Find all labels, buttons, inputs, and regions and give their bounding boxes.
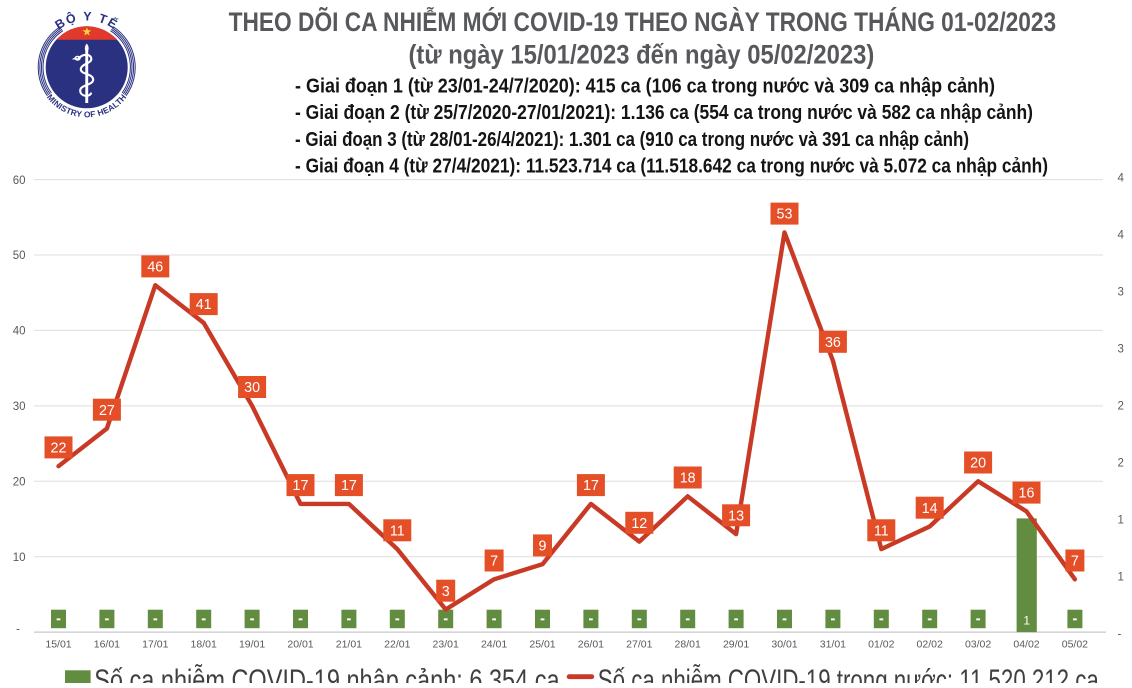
svg-text:7: 7 xyxy=(490,554,498,570)
svg-text:(từ ngày 15/01/2023 đến ngày 0: (từ ngày 15/01/2023 đến ngày 05/02/2023) xyxy=(409,40,875,70)
svg-text:46: 46 xyxy=(147,260,163,276)
svg-text:- Giai đoạn 2 (từ 25/7/2020-27: - Giai đoạn 2 (từ 25/7/2020-27/01/2021):… xyxy=(295,102,1033,124)
svg-text:23/01: 23/01 xyxy=(433,638,459,650)
svg-text:11: 11 xyxy=(874,523,889,539)
svg-text:25/01: 25/01 xyxy=(529,638,555,650)
svg-text:30: 30 xyxy=(244,380,260,396)
svg-text:28/01: 28/01 xyxy=(675,638,701,650)
svg-text:9: 9 xyxy=(539,539,547,555)
svg-text:3: 3 xyxy=(1118,344,1124,356)
svg-text:60: 60 xyxy=(13,175,26,187)
svg-text:05/02: 05/02 xyxy=(1062,638,1088,650)
svg-text:7: 7 xyxy=(1071,554,1079,570)
svg-text:2: 2 xyxy=(1118,401,1124,413)
svg-text:03/02: 03/02 xyxy=(965,638,991,650)
svg-text:- Giai đoạn 4 (từ 27/4/2021):: - Giai đoạn 4 (từ 27/4/2021): 11.523.714… xyxy=(295,156,1048,178)
svg-text:10: 10 xyxy=(13,552,26,564)
svg-text:20/01: 20/01 xyxy=(287,638,313,650)
svg-text:30/01: 30/01 xyxy=(771,638,797,650)
svg-text:22/01: 22/01 xyxy=(384,638,410,650)
svg-text:3: 3 xyxy=(442,584,450,600)
svg-text:27/01: 27/01 xyxy=(626,638,652,650)
svg-text:01/02: 01/02 xyxy=(868,638,894,650)
svg-text:17/01: 17/01 xyxy=(142,638,168,650)
svg-text:19/01: 19/01 xyxy=(239,638,265,650)
svg-text:21/01: 21/01 xyxy=(336,638,362,650)
svg-text:30: 30 xyxy=(13,401,26,413)
svg-text:Số ca nhiễm COVID-19 trong nướ: Số ca nhiễm COVID-19 trong nước: 11.520.… xyxy=(598,664,1099,683)
svg-text:02/02: 02/02 xyxy=(917,638,943,650)
svg-text:27: 27 xyxy=(99,403,115,419)
svg-text:THEO DÕI CA NHIỄM MỚI COVID-19: THEO DÕI CA NHIỄM MỚI COVID-19 THEO NGÀY… xyxy=(229,6,1057,37)
svg-text:11: 11 xyxy=(390,523,405,539)
svg-text:16/01: 16/01 xyxy=(94,638,120,650)
svg-text:1: 1 xyxy=(1023,614,1030,628)
svg-text:14: 14 xyxy=(922,501,938,517)
svg-text:22: 22 xyxy=(51,441,67,457)
svg-text:2: 2 xyxy=(1118,458,1124,470)
svg-text:- Giai đoạn 1 (từ 23/01-24/7/2: - Giai đoạn 1 (từ 23/01-24/7/2020): 415 … xyxy=(295,76,995,98)
svg-text:4: 4 xyxy=(1118,173,1125,185)
svg-text:15/01: 15/01 xyxy=(45,638,71,650)
svg-text:41: 41 xyxy=(196,297,212,313)
svg-text:36: 36 xyxy=(825,335,841,351)
svg-text:18/01: 18/01 xyxy=(191,638,217,650)
svg-text:53: 53 xyxy=(777,207,793,223)
svg-text:20: 20 xyxy=(13,477,26,489)
svg-text:Số ca nhiễm COVID-19 nhập cảnh: Số ca nhiễm COVID-19 nhập cảnh: 6.354 ca xyxy=(94,664,560,683)
svg-text:04/02: 04/02 xyxy=(1013,638,1039,650)
svg-text:31/01: 31/01 xyxy=(820,638,846,650)
svg-text:1: 1 xyxy=(1118,572,1124,584)
svg-text:17: 17 xyxy=(293,478,309,494)
svg-text:1: 1 xyxy=(1118,515,1124,527)
svg-text:40: 40 xyxy=(13,326,26,338)
svg-text:-: - xyxy=(16,624,20,636)
svg-text:24/01: 24/01 xyxy=(481,638,507,650)
svg-text:17: 17 xyxy=(583,478,599,494)
svg-text:3: 3 xyxy=(1118,287,1124,299)
svg-text:- Giai đoạn 3 (từ 28/01-26/4/2: - Giai đoạn 3 (từ 28/01-26/4/2021): 1.30… xyxy=(295,129,969,151)
svg-text:16: 16 xyxy=(1019,486,1035,502)
svg-text:4: 4 xyxy=(1118,230,1125,242)
svg-text:12: 12 xyxy=(631,516,647,532)
svg-text:50: 50 xyxy=(13,250,26,262)
svg-text:17: 17 xyxy=(341,478,357,494)
svg-text:26/01: 26/01 xyxy=(578,638,604,650)
svg-text:20: 20 xyxy=(970,456,986,472)
svg-text:29/01: 29/01 xyxy=(723,638,749,650)
svg-text:-: - xyxy=(1118,629,1122,641)
svg-text:13: 13 xyxy=(728,508,744,524)
svg-text:18: 18 xyxy=(680,471,696,487)
